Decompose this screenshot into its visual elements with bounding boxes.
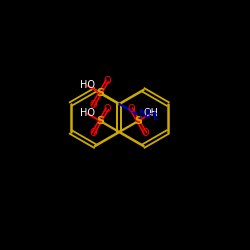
Text: HO: HO <box>80 108 95 118</box>
Text: O: O <box>142 128 149 138</box>
Text: S: S <box>134 116 142 126</box>
Text: HO: HO <box>80 80 95 90</box>
Text: O: O <box>104 104 111 114</box>
Text: OH: OH <box>144 108 159 118</box>
Text: O: O <box>104 76 111 86</box>
Text: S: S <box>96 116 104 126</box>
Text: O: O <box>90 100 97 110</box>
Text: 2: 2 <box>152 112 158 122</box>
Text: S: S <box>96 88 104 98</box>
Text: O: O <box>90 128 97 138</box>
Text: O: O <box>128 104 135 114</box>
Text: NH: NH <box>138 108 157 120</box>
